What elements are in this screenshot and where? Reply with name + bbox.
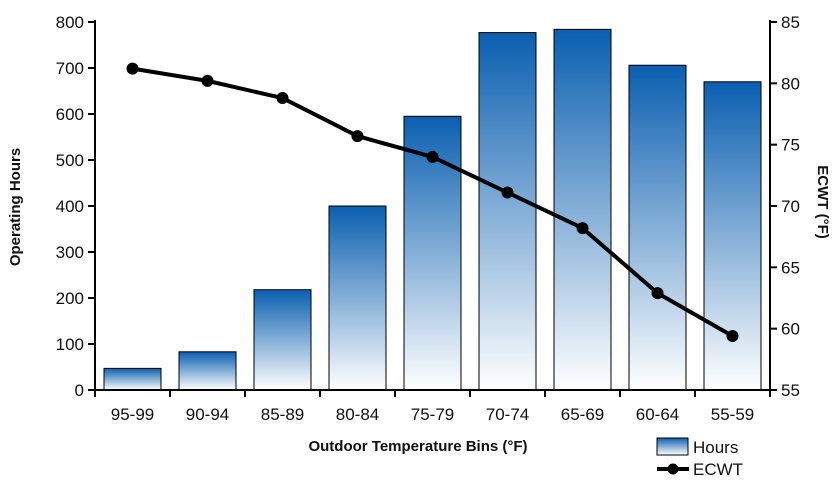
y-tick-label: 100 xyxy=(56,335,84,354)
y-tick-label: 500 xyxy=(56,151,84,170)
ecwt-point-95-99 xyxy=(126,62,139,75)
y-tick-label: 800 xyxy=(56,13,84,32)
y2-tick-label: 85 xyxy=(781,13,800,32)
y2-tick-label: 75 xyxy=(781,136,800,155)
y-tick-label: 0 xyxy=(75,381,84,400)
x-tick-label: 55-59 xyxy=(711,405,754,424)
ecwt-point-70-74 xyxy=(501,186,514,199)
y-tick-label: 400 xyxy=(56,197,84,216)
ecwt-point-90-94 xyxy=(201,74,214,87)
bar-95-99 xyxy=(103,367,162,391)
y-axis-title: Operating Hours xyxy=(7,148,24,266)
y-tick-label: 300 xyxy=(56,243,84,262)
y-tick-label: 200 xyxy=(56,289,84,308)
y2-tick-label: 70 xyxy=(781,197,800,216)
legend-ecwt-label: ECWT xyxy=(693,460,743,479)
bar-85-89 xyxy=(253,289,312,391)
x-tick-label: 75-79 xyxy=(411,405,454,424)
ecwt-point-75-79 xyxy=(426,150,439,163)
y2-tick-label: 65 xyxy=(781,258,800,277)
ecwt-point-55-59 xyxy=(726,330,739,343)
x-tick-label: 95-99 xyxy=(111,405,154,424)
y2-axis-title: ECWT (°F) xyxy=(814,165,831,238)
legend-ecwt-marker xyxy=(667,463,679,475)
bar-55-59 xyxy=(703,81,762,391)
bar-60-64 xyxy=(628,64,687,391)
x-tick-label: 70-74 xyxy=(486,405,529,424)
x-tick-label: 90-94 xyxy=(186,405,229,424)
ecwt-point-85-89 xyxy=(276,92,289,105)
legend: Hours ECWT xyxy=(656,437,743,479)
legend-hours-swatch xyxy=(656,437,689,456)
bar-90-94 xyxy=(178,351,237,391)
x-tick-label: 65-69 xyxy=(561,405,604,424)
y-tick-label: 700 xyxy=(56,59,84,78)
ecwt-point-80-84 xyxy=(351,130,364,143)
x-tick-label: 60-64 xyxy=(636,405,679,424)
legend-hours-label: Hours xyxy=(693,438,738,457)
y2-tick-label: 55 xyxy=(781,381,800,400)
x-tick-label: 85-89 xyxy=(261,405,304,424)
y2-tick-label: 80 xyxy=(781,74,800,93)
y-tick-label: 600 xyxy=(56,105,84,124)
ecwt-point-60-64 xyxy=(651,287,664,300)
y2-tick-label: 60 xyxy=(781,320,800,339)
bar-80-84 xyxy=(328,205,387,391)
bar-65-69 xyxy=(553,28,612,391)
ecwt-point-65-69 xyxy=(576,222,589,235)
x-axis-title: Outdoor Temperature Bins (°F) xyxy=(308,438,527,455)
x-tick-label: 80-84 xyxy=(336,405,379,424)
bar-70-74 xyxy=(478,32,537,391)
